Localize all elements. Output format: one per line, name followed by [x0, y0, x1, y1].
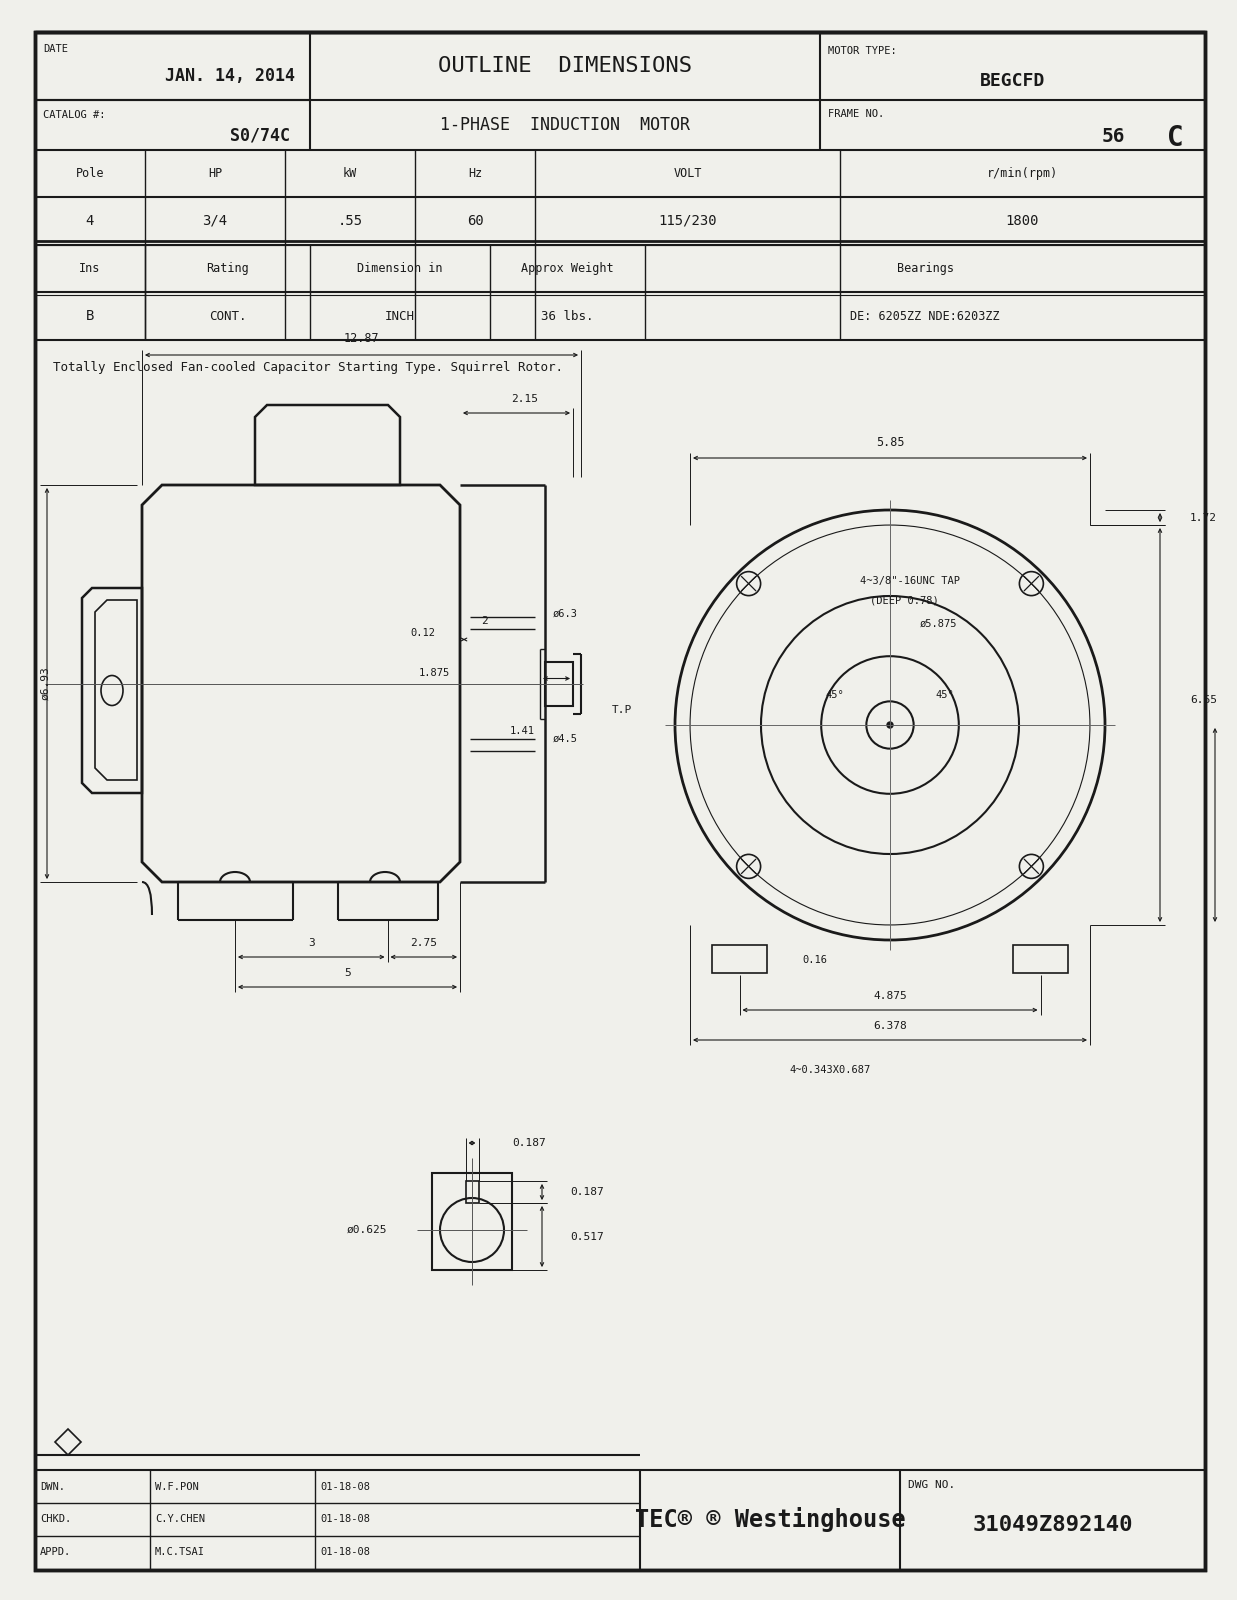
Text: OUTLINE  DIMENSIONS: OUTLINE DIMENSIONS [438, 56, 691, 75]
Text: JAN. 14, 2014: JAN. 14, 2014 [165, 67, 294, 85]
Text: 0.16: 0.16 [803, 955, 828, 965]
Text: Hz: Hz [468, 166, 482, 179]
Text: ø6.3: ø6.3 [553, 608, 578, 619]
Text: 56: 56 [1101, 126, 1124, 146]
Text: Totally Enclosed Fan-cooled Capacitor Starting Type. Squirrel Rotor.: Totally Enclosed Fan-cooled Capacitor St… [53, 362, 563, 374]
Text: 01-18-08: 01-18-08 [320, 1514, 370, 1523]
Text: ø5.875: ø5.875 [920, 619, 957, 629]
Text: ø0.625: ø0.625 [346, 1226, 387, 1235]
Text: 4~3/8"-16UNC TAP: 4~3/8"-16UNC TAP [860, 576, 960, 586]
Text: 0.187: 0.187 [512, 1138, 546, 1149]
Text: BEGCFD: BEGCFD [980, 72, 1045, 90]
Text: C.Y.CHEN: C.Y.CHEN [155, 1514, 205, 1523]
Text: C: C [1166, 123, 1184, 152]
Text: DE: 6205ZZ NDE:6203ZZ: DE: 6205ZZ NDE:6203ZZ [850, 309, 999, 323]
Text: 4.875: 4.875 [873, 990, 907, 1002]
Text: ø6.93: ø6.93 [40, 667, 49, 701]
Text: CATALOG #:: CATALOG #: [43, 110, 105, 120]
Text: T.P: T.P [612, 706, 632, 715]
Text: 45°: 45° [935, 690, 955, 701]
Text: S0/74C: S0/74C [230, 126, 289, 144]
Text: .55: .55 [338, 214, 362, 227]
Text: 2.75: 2.75 [411, 938, 437, 947]
Text: Dimension in: Dimension in [357, 262, 443, 275]
Text: 60: 60 [466, 214, 484, 227]
Text: 3: 3 [308, 938, 314, 947]
Text: Ins: Ins [79, 262, 100, 275]
Circle shape [887, 722, 893, 728]
Text: 1.72: 1.72 [1190, 512, 1217, 523]
Text: 4: 4 [85, 214, 94, 227]
Text: 2.15: 2.15 [511, 394, 538, 403]
Text: 01-18-08: 01-18-08 [320, 1547, 370, 1557]
Text: 6.378: 6.378 [873, 1021, 907, 1030]
Text: 1800: 1800 [1006, 214, 1039, 227]
Text: INCH: INCH [385, 309, 414, 323]
Text: 4~0.343X0.687: 4~0.343X0.687 [789, 1066, 871, 1075]
Text: 1-PHASE  INDUCTION  MOTOR: 1-PHASE INDUCTION MOTOR [440, 117, 690, 134]
Text: 31049Z892140: 31049Z892140 [972, 1515, 1133, 1534]
Text: APPD.: APPD. [40, 1547, 72, 1557]
Text: VOLT: VOLT [673, 166, 701, 179]
Text: 36 lbs.: 36 lbs. [542, 309, 594, 323]
Text: 1.41: 1.41 [510, 725, 534, 736]
Text: Bearings: Bearings [897, 262, 954, 275]
Text: Pole: Pole [75, 166, 104, 179]
Text: M.C.TSAI: M.C.TSAI [155, 1547, 205, 1557]
Text: r/min(rpm): r/min(rpm) [987, 166, 1058, 179]
Text: CONT.: CONT. [209, 309, 246, 323]
Text: MOTOR TYPE:: MOTOR TYPE: [828, 46, 897, 56]
Text: 01-18-08: 01-18-08 [320, 1482, 370, 1491]
Text: 0.517: 0.517 [570, 1232, 604, 1242]
Text: CHKD.: CHKD. [40, 1514, 72, 1523]
Text: 1.875: 1.875 [419, 669, 450, 678]
Text: kW: kW [343, 166, 357, 179]
Text: 115/230: 115/230 [658, 214, 716, 227]
Text: 45°: 45° [825, 690, 845, 701]
Text: 6.65: 6.65 [1190, 694, 1217, 706]
Text: TEC® ® Westinghouse: TEC® ® Westinghouse [635, 1507, 905, 1533]
Text: DATE: DATE [43, 43, 68, 54]
Text: Approx Weight: Approx Weight [521, 262, 614, 275]
Text: 5: 5 [344, 968, 351, 978]
Text: B: B [85, 309, 94, 323]
Text: FRAME NO.: FRAME NO. [828, 109, 884, 118]
Text: 3/4: 3/4 [203, 214, 228, 227]
Text: ø4.5: ø4.5 [553, 733, 578, 744]
Text: W.F.PON: W.F.PON [155, 1482, 199, 1491]
Text: 5.85: 5.85 [876, 435, 904, 448]
Text: DWG NO.: DWG NO. [908, 1480, 955, 1490]
Text: 12.87: 12.87 [344, 333, 380, 346]
Text: HP: HP [208, 166, 223, 179]
Text: 0.187: 0.187 [570, 1187, 604, 1197]
Text: 0.12: 0.12 [409, 629, 435, 638]
Text: 2: 2 [481, 616, 489, 627]
Text: Rating: Rating [207, 262, 249, 275]
Text: DWN.: DWN. [40, 1482, 66, 1491]
Text: (DEEP 0.78): (DEEP 0.78) [870, 595, 939, 606]
